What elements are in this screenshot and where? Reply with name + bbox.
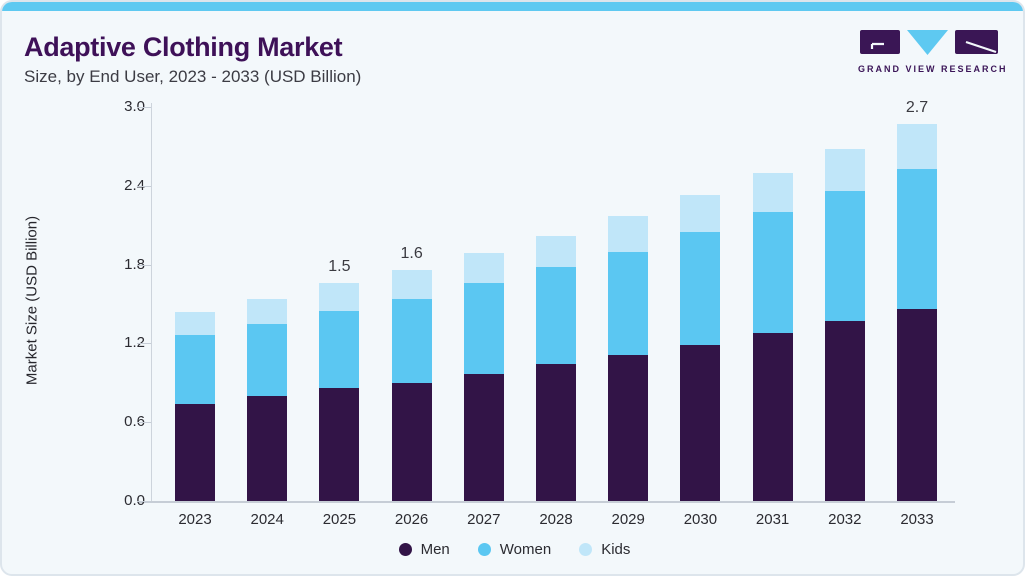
bar-segment-women-2026: [391, 298, 432, 383]
legend-dot-kids: [579, 543, 593, 556]
x-tick-label-2032: 2032: [828, 511, 862, 528]
y-tick-label: 1.8: [124, 255, 145, 273]
stacked-bar-2024: [247, 298, 288, 501]
bar-segment-kids-2025: [319, 283, 360, 311]
bar-segment-women-2024: [247, 323, 288, 396]
x-tick-label-2029: 2029: [611, 511, 645, 528]
bar-segment-kids-2028: [536, 235, 576, 268]
x-tick-label-2033: 2033: [900, 511, 934, 528]
legend-item-kids: Kids: [579, 541, 630, 558]
bar-segment-men-2028: [536, 364, 576, 501]
bar-segment-women-2031: [752, 212, 793, 333]
legend-item-men: Men: [398, 541, 450, 558]
legend-label-kids: Kids: [601, 541, 631, 558]
bar-segment-kids-2032: [824, 149, 865, 192]
page-subtitle: Size, by End User, 2023 - 2033 (USD Bill…: [24, 67, 362, 86]
bar-segment-men-2026: [391, 382, 432, 501]
x-tick-label-2028: 2028: [539, 511, 573, 528]
bar-segment-men-2024: [247, 395, 288, 501]
bar-segment-women-2029: [608, 251, 649, 356]
y-tick-mark: [137, 422, 151, 424]
stacked-bar-2030: [680, 195, 721, 501]
bar-segment-kids-2029: [608, 216, 649, 252]
x-tick-label-2026: 2026: [394, 511, 429, 528]
stacked-bar-2032: [824, 149, 865, 501]
bar-segment-men-2025: [319, 388, 360, 501]
x-axis-line: [137, 501, 955, 503]
y-tick-mark: [137, 501, 151, 502]
bar-segment-men-2032: [824, 321, 865, 501]
bar-segment-women-2027: [463, 282, 504, 374]
top-accent-strip: [2, 2, 1023, 11]
bar-segment-men-2031: [752, 332, 793, 502]
stacked-bar-2029: [608, 216, 649, 501]
chart-header: Adaptive Clothing Market Size, by End Us…: [24, 32, 361, 87]
y-tick-mark: [137, 107, 151, 109]
bar-segment-men-2029: [608, 355, 649, 501]
legend-dot-women: [477, 543, 491, 556]
bar-segment-women-2032: [824, 191, 865, 322]
y-tick-label: 2.4: [124, 176, 145, 194]
y-tick-label: 0.0: [124, 492, 145, 509]
y-tick-label: 3.0: [124, 98, 145, 116]
bar-segment-men-2023: [175, 403, 215, 501]
bar-segment-kids-2033: [897, 124, 937, 169]
x-tick-label-2031: 2031: [755, 511, 790, 528]
x-tick-label-2023: 2023: [178, 511, 212, 528]
bar-segment-kids-2026: [391, 269, 432, 299]
legend-dot-men: [398, 543, 412, 556]
y-tick-label: 1.2: [124, 334, 145, 352]
legend-label-women: Women: [499, 541, 552, 558]
legend-label-men: Men: [420, 541, 450, 558]
stacked-bar-2033: [897, 124, 937, 501]
y-axis-title: Market Size (USD Billion): [23, 215, 41, 386]
bar-value-label-2033: 2.7: [905, 99, 929, 117]
bar-segment-women-2023: [175, 335, 215, 404]
bar-segment-men-2030: [680, 344, 721, 501]
stacked-bar-2028: [536, 235, 576, 501]
stacked-bar-2025: [319, 283, 360, 501]
gvr-logo-icon: [860, 30, 998, 55]
bar-segment-women-2030: [680, 231, 721, 345]
x-tick-label-2030: 2030: [683, 511, 718, 528]
bar-segment-kids-2031: [752, 172, 793, 213]
stacked-bar-2026: [391, 269, 432, 501]
x-tick-label-2027: 2027: [467, 511, 501, 528]
legend-item-women: Women: [477, 541, 552, 558]
x-tick-label-2025: 2025: [322, 511, 357, 528]
stacked-bar-2027: [463, 252, 504, 501]
bar-segment-men-2033: [897, 309, 937, 501]
bar-segment-women-2028: [536, 267, 576, 365]
bar-value-label-2025: 1.5: [328, 258, 351, 275]
stacked-bar-2031: [752, 172, 793, 502]
y-tick-mark: [137, 185, 151, 187]
page-title: Adaptive Clothing Market: [24, 32, 343, 62]
bar-segment-kids-2023: [175, 311, 215, 336]
grand-view-research-logo: GRAND VIEW RESEARCH: [858, 29, 1008, 74]
y-tick-label: 0.6: [124, 413, 145, 431]
y-tick-mark: [137, 343, 151, 345]
bar-segment-kids-2024: [247, 298, 288, 324]
bar-value-label-2026: 1.6: [400, 244, 423, 262]
bar-segment-women-2033: [897, 168, 937, 310]
stacked-bar-2023: [175, 311, 215, 501]
x-tick-label-2024: 2024: [250, 511, 284, 528]
bar-segment-men-2027: [463, 373, 504, 501]
y-tick-mark: [137, 264, 151, 266]
bar-segment-women-2025: [319, 310, 360, 389]
gvr-logo-wordmark: GRAND VIEW RESEARCH: [858, 64, 1008, 74]
y-axis-line: [151, 103, 152, 501]
bar-segment-kids-2027: [463, 252, 504, 283]
chart-legend: Men Women Kids: [2, 541, 1023, 558]
bar-segment-kids-2030: [680, 195, 721, 232]
